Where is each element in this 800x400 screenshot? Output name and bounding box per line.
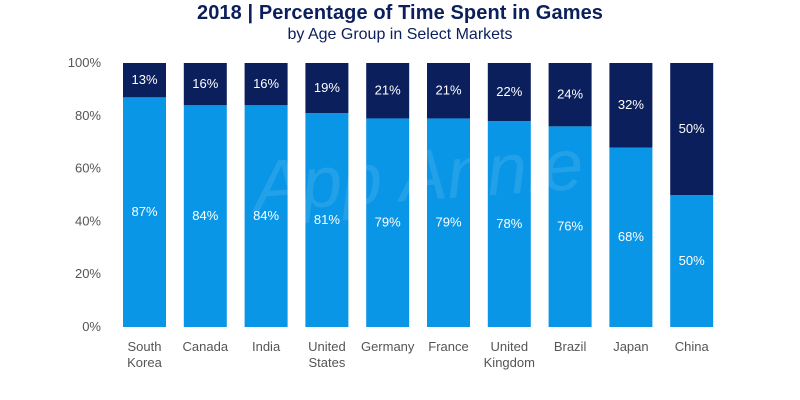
category-label: South Korea: [127, 339, 162, 370]
y-tick-label: 40%: [75, 213, 101, 228]
category-label: Germany: [361, 339, 415, 354]
category-label-line: Canada: [183, 339, 229, 354]
category-label: Japan: [613, 339, 648, 354]
bar-lower-segment: [183, 105, 227, 328]
bar-lower-segment: [548, 126, 592, 327]
category-label-line: United: [308, 339, 346, 354]
category-label-line: United: [491, 339, 529, 354]
bar-lower-segment: [305, 113, 349, 327]
bar-upper-segment: [548, 63, 592, 127]
data-label: 32%: [618, 97, 644, 112]
bar-upper-segment: [487, 63, 531, 122]
data-label: 16%: [192, 76, 218, 91]
category-label-line: Germany: [361, 339, 415, 354]
category-label: China: [675, 339, 710, 354]
bar-upper-segment: [670, 63, 714, 195]
bar-upper-segment: [366, 63, 410, 119]
chart-subtitle: by Age Group in Select Markets: [287, 26, 513, 43]
data-label: 87%: [131, 204, 157, 219]
bar-upper-segment: [427, 63, 470, 119]
y-tick-label: 60%: [75, 161, 101, 176]
watermark: App Annie: [247, 125, 585, 228]
bar-upper-segment: [609, 63, 653, 148]
category-label-line: France: [428, 339, 468, 354]
category-label: Brazil: [554, 339, 587, 354]
category-label-line: India: [252, 339, 281, 354]
bar-lower-segment: [487, 121, 531, 327]
bar-upper-segment: [123, 63, 166, 98]
data-label: 21%: [435, 83, 461, 98]
bar-upper-segment: [305, 63, 349, 114]
data-label: 24%: [557, 87, 583, 102]
data-label: 78%: [496, 216, 522, 231]
category-label-line: Korea: [127, 355, 162, 370]
bar-lower-segment: [123, 97, 166, 327]
data-label: 84%: [192, 208, 218, 223]
data-label: 50%: [679, 253, 705, 268]
category-label: India: [252, 339, 281, 354]
bar-lower-segment: [670, 195, 714, 327]
data-label: 21%: [375, 83, 401, 98]
data-label: 50%: [679, 121, 705, 136]
chart-title: 2018 | Percentage of Time Spent in Games: [196, 2, 604, 24]
bar-lower-segment: [244, 105, 288, 328]
data-label: 22%: [496, 84, 522, 99]
category-label-line: Kingdom: [484, 355, 535, 370]
category-label: United States: [308, 339, 346, 370]
bar-upper-segment: [183, 63, 227, 106]
bar-upper-segment: [244, 63, 288, 106]
bar-lower-segment: [427, 118, 470, 327]
bar-lower-segment: [366, 118, 410, 327]
data-label: 79%: [435, 215, 461, 230]
data-label: 19%: [314, 80, 340, 95]
category-label-line: South: [128, 339, 162, 354]
category-label-line: States: [308, 355, 345, 370]
category-label-line: China: [675, 339, 710, 354]
category-label: France: [428, 339, 468, 354]
data-label: 81%: [314, 212, 340, 227]
data-label: 16%: [253, 76, 279, 91]
data-label: 84%: [253, 208, 279, 223]
y-tick-label: 0%: [82, 319, 101, 334]
bar-lower-segment: [609, 147, 653, 327]
y-tick-label: 20%: [75, 266, 101, 281]
data-label: 76%: [557, 219, 583, 234]
category-label-line: Japan: [613, 339, 648, 354]
data-label: 79%: [375, 215, 401, 230]
data-label: 13%: [131, 72, 157, 87]
y-tick-label: 100%: [68, 55, 102, 70]
data-label: 68%: [618, 229, 644, 244]
category-label-line: Brazil: [554, 339, 587, 354]
category-label: Canada: [183, 339, 229, 354]
y-tick-label: 80%: [75, 108, 101, 123]
category-label: United Kingdom: [484, 339, 535, 370]
